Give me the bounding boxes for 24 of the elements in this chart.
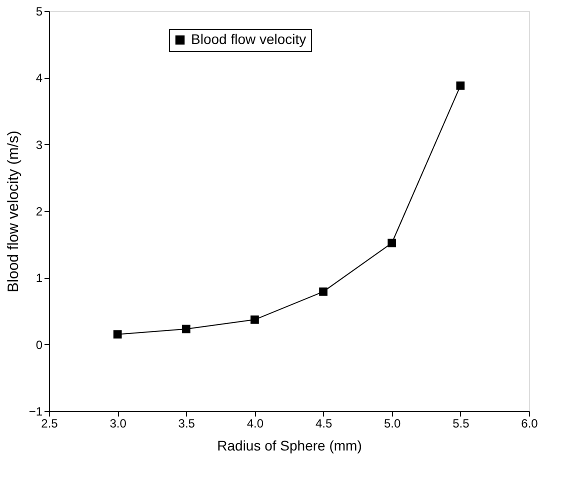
point [456,81,465,90]
point [250,315,259,324]
y-tick-label: −1 [28,404,43,418]
y-tick-label: 2 [36,204,43,218]
x-tick-label: 5.5 [452,416,470,430]
x-tick-label: 4.0 [246,416,264,430]
y-tick-label: 0 [36,338,43,352]
y-tick-label: 1 [36,271,43,286]
x-axis-title: Radius of Sphere (mm) [217,438,362,454]
x-tick-label: 6.0 [521,416,538,430]
y-tick-label: 5 [36,4,43,18]
x-tick-label: 3.0 [110,416,127,430]
x-tick-label: 3.5 [178,416,196,430]
y-axis-title: Blood flow velocity (m/s) [4,130,22,292]
y-tick-label: 3 [36,138,43,152]
point [182,324,190,334]
x-tick-label: 5.0 [384,416,402,430]
x-tick-label: 2.5 [41,416,58,430]
legend-label: Blood flow velocity [191,31,306,47]
x-tick-label: 4.5 [315,416,332,430]
point [388,238,396,248]
y-tick-label: 4 [36,71,43,86]
point [319,287,328,296]
point [113,330,122,339]
